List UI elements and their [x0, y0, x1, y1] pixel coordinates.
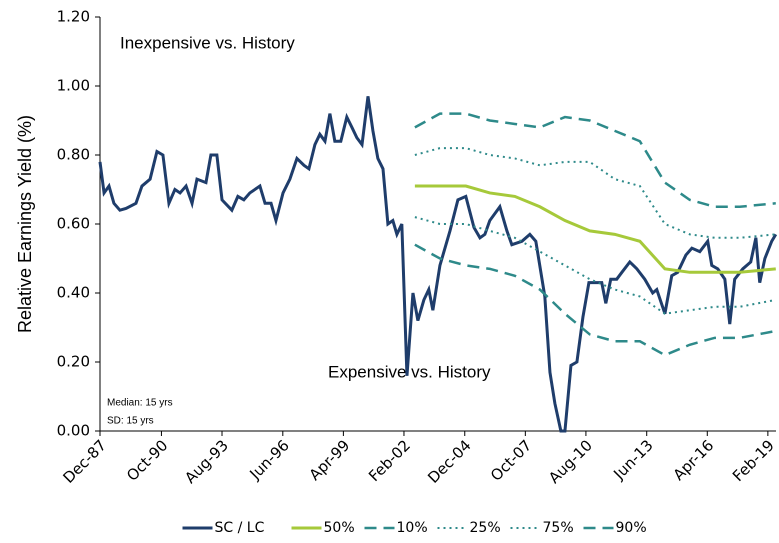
y-tick-label: 0.00: [57, 422, 90, 440]
y-tick-label: 0.20: [57, 353, 90, 371]
legend-label: 25%: [470, 520, 501, 536]
y-tick-label: 0.80: [57, 146, 90, 164]
x-tick-label: Jun-96: [245, 436, 292, 483]
series-line: [414, 112, 776, 208]
x-tick-label: Aug-10: [545, 436, 596, 487]
y-axis-label: Relative Earnings Yield (%): [15, 115, 35, 333]
x-tick-label: Feb-19: [729, 436, 778, 485]
series-line: [414, 216, 776, 315]
annotation: SD: 15 yrs: [107, 416, 154, 427]
legend-label: 50%: [324, 520, 355, 536]
x-tick-label: Apr-99: [306, 436, 354, 484]
y-tick-label: 1.00: [57, 77, 90, 95]
x-tick-label: Oct-90: [123, 436, 171, 484]
x-tick-label: Oct-07: [487, 436, 535, 484]
legend-label: 90%: [616, 520, 647, 536]
annotation: Expensive vs. History: [328, 362, 491, 381]
x-tick-label: Dec-87: [59, 436, 110, 487]
annotation: Median: 15 yrs: [107, 398, 173, 409]
y-tick-label: 1.20: [57, 8, 90, 26]
annotation: Inexpensive vs. History: [120, 33, 295, 52]
x-tick-label: Feb-02: [365, 436, 414, 485]
series-line: [414, 147, 776, 239]
y-tick-label: 0.40: [57, 284, 90, 302]
legend-label: 10%: [397, 520, 428, 536]
legend-label: 75%: [543, 520, 574, 536]
x-tick-label: Dec-04: [424, 436, 475, 487]
legend-label: SC / LC: [215, 520, 265, 536]
series-line: [414, 184, 776, 274]
series-line: [98, 96, 778, 433]
x-tick-label: Jun-13: [609, 436, 656, 483]
series-line: [414, 243, 777, 357]
x-tick-label: Apr-16: [670, 436, 718, 484]
x-tick-label: Aug-93: [181, 436, 232, 487]
y-tick-label: 0.60: [57, 215, 90, 233]
